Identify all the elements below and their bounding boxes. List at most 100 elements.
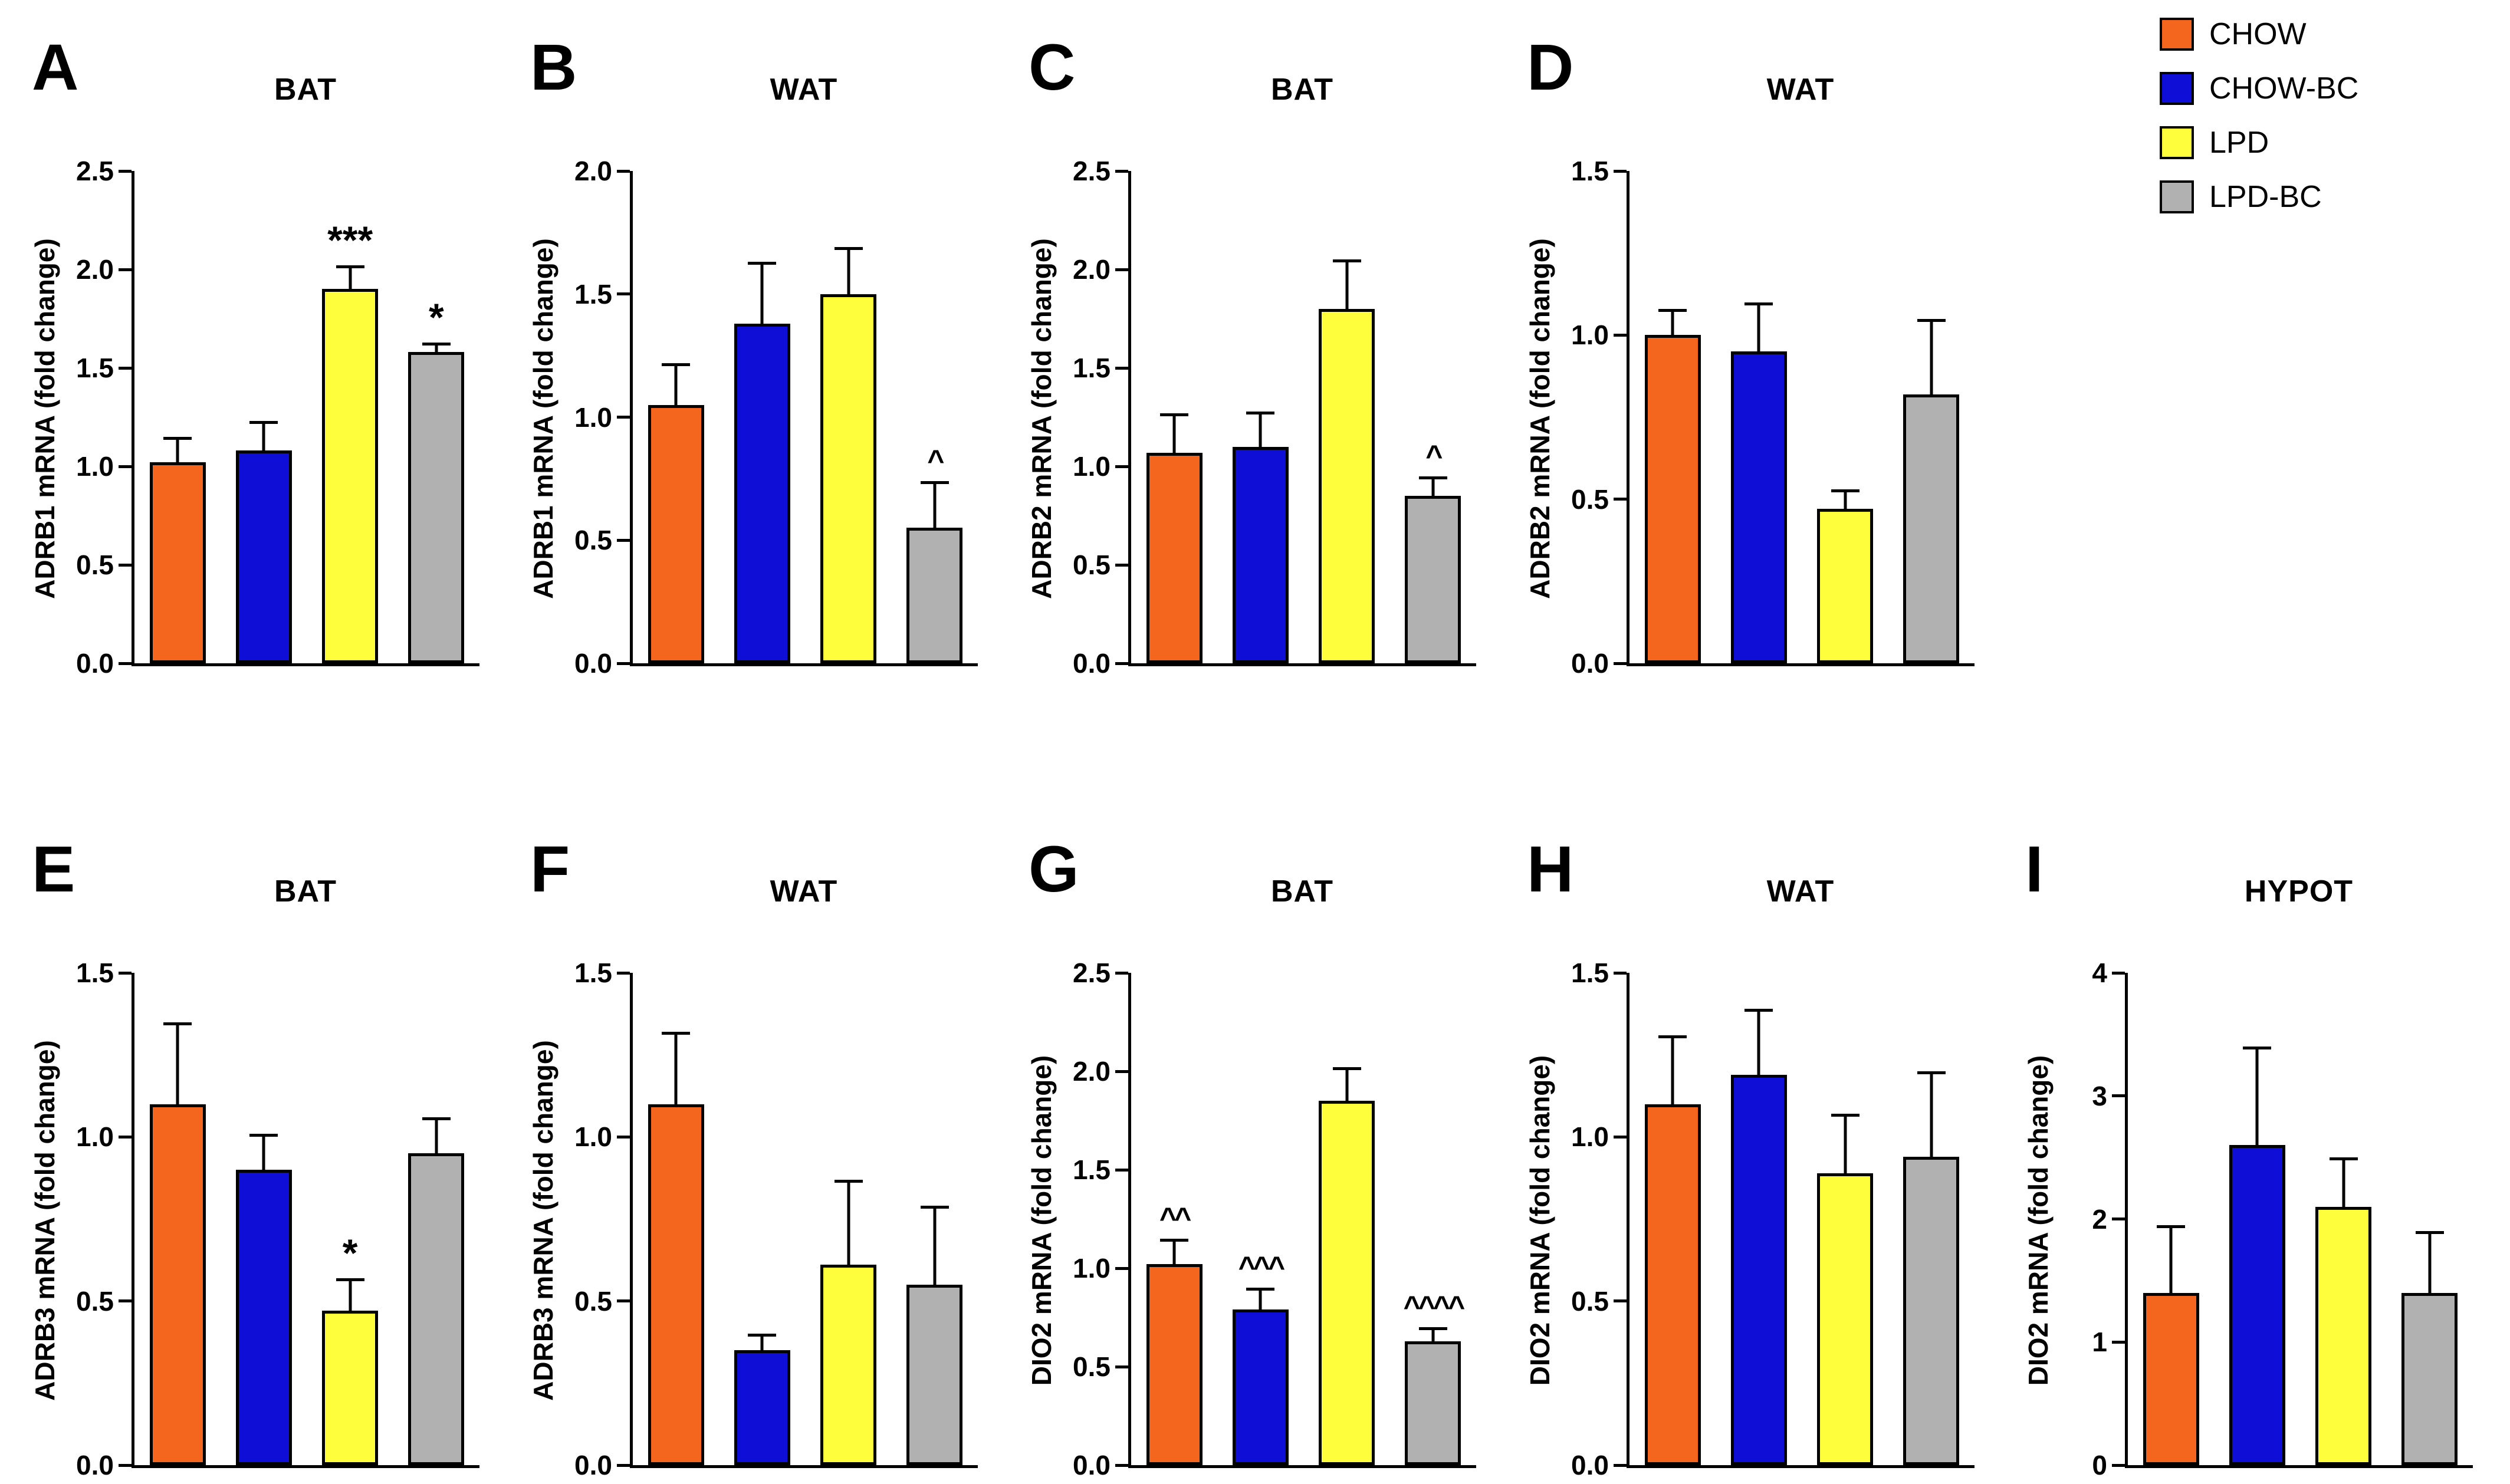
error-bar-LPD (1831, 489, 1859, 509)
y-tick-label: 1.5 (1073, 1154, 1111, 1185)
y-tick-label: 2 (2092, 1203, 2107, 1235)
significance-annotation: ^^ (1159, 1201, 1191, 1235)
y-axis-label: ADRB3 mRNA (fold change) (528, 1040, 558, 1401)
error-bar-stem (1844, 492, 1847, 509)
y-tick-label: 1.0 (574, 1121, 612, 1153)
bar-LPD-BC (1405, 1341, 1461, 1465)
y-tick (1115, 465, 1128, 468)
error-bar-stem (262, 424, 265, 451)
plot-area: 0.0 0.5 1.0 1.5 2.0 ^ (574, 156, 978, 678)
legend-label: LPD-BC (2209, 180, 2322, 214)
bar-CHOW (149, 1104, 206, 1465)
y-tick-label: 0.0 (574, 648, 612, 679)
error-bar-LPD-BC (2415, 1231, 2444, 1293)
error-bar-CHOW (1160, 1238, 1189, 1265)
y-tick-label: 0.5 (1571, 483, 1609, 515)
y-tick-label: 0.0 (574, 1450, 612, 1480)
error-bar-LPD (336, 265, 364, 289)
error-bar-CHOW-BC (2243, 1047, 2272, 1146)
error-bar-LPD (1332, 259, 1361, 309)
legend-item-chow: CHOW (2160, 17, 2358, 52)
y-tick (1115, 662, 1128, 665)
error-bar-stem (1345, 262, 1349, 309)
y-tick (1115, 1463, 1128, 1467)
panel-letter-B: B (530, 31, 577, 104)
panel-title-C: BAT (1270, 73, 1333, 107)
y-tick-label: 1.5 (1571, 957, 1609, 988)
y-tick (1115, 169, 1128, 173)
error-bar-LPD-BC (1917, 318, 1946, 394)
error-bar-stem (349, 268, 352, 289)
panel-E: E BAT ADRB3 mRNA (fold change) 0.0 0.5 1.0 1.5… (17, 833, 515, 1480)
panel-title-F: WAT (770, 874, 838, 909)
panel-title-E: BAT (274, 874, 337, 909)
legend-swatch-icon (2160, 18, 2194, 51)
y-tick (1614, 498, 1627, 501)
error-bar-stem (176, 439, 179, 463)
bar-LPD (820, 1265, 877, 1465)
error-bar-LPD (1831, 1114, 1859, 1173)
y-tick (1614, 333, 1627, 337)
error-bar-LPD (834, 247, 863, 294)
error-bar-stem (674, 1035, 678, 1104)
bar-LPD-BC (906, 1284, 963, 1465)
error-bar-stem (349, 1281, 352, 1311)
panel-title-G: BAT (1270, 874, 1333, 909)
panel-letter-D: D (1527, 31, 1574, 104)
error-bar-stem (760, 265, 764, 324)
chart-row-bottom: E BAT ADRB3 mRNA (fold change) 0.0 0.5 1.0 1.5… (0, 837, 2510, 1480)
panel-letter-E: E (32, 833, 75, 906)
error-bar-stem (1172, 1241, 1176, 1265)
error-bar-LPD-BC (1418, 476, 1447, 496)
panel-letter-H: H (1527, 833, 1574, 906)
y-tick (617, 1135, 630, 1138)
y-tick (617, 292, 630, 296)
error-bar-stem (1930, 1074, 1933, 1157)
error-bar-stem (1757, 1012, 1760, 1075)
error-bar-stem (1431, 479, 1435, 496)
y-tick-label: 2.0 (1073, 254, 1111, 285)
error-bar-LPD (1332, 1067, 1361, 1101)
bar-LPD-BC (408, 1153, 465, 1465)
error-bar-stem (1757, 305, 1760, 352)
y-tick-label: 0.5 (574, 525, 612, 556)
y-tick (1115, 1070, 1128, 1073)
panel-letter-F: F (530, 833, 570, 906)
y-tick (1614, 662, 1627, 665)
error-bar-stem (1844, 1117, 1847, 1173)
error-bar-stem (1259, 414, 1262, 447)
y-tick (119, 563, 132, 567)
error-bar-CHOW (2157, 1225, 2186, 1293)
panel-title-D: WAT (1766, 73, 1835, 107)
legend-label: CHOW (2209, 17, 2307, 51)
bar-CHOW (149, 462, 206, 663)
y-tick-label: 1.0 (1571, 1121, 1609, 1153)
plot-area: 0.0 0.5 1.0 1.5 (1571, 156, 1975, 678)
y-tick-label: 1.5 (1073, 353, 1111, 383)
bar-CHOW (648, 404, 704, 663)
error-bar-LPD-BC (422, 342, 451, 353)
error-bar-LPD (834, 1179, 863, 1265)
y-tick (119, 1463, 132, 1467)
y-tick (2112, 1463, 2125, 1467)
y-tick (119, 268, 132, 271)
y-tick-label: 0.5 (1073, 1351, 1111, 1382)
y-tick-label: 0.0 (1073, 648, 1111, 679)
y-tick-label: 0.5 (76, 1285, 114, 1317)
y-axis-label: ADRB3 mRNA (fold change) (29, 1040, 60, 1401)
bar-LPD (2315, 1206, 2372, 1465)
y-tick-label: 4 (2092, 957, 2107, 988)
error-bar-CHOW-BC (1246, 411, 1275, 447)
legend-label: LPD (2209, 126, 2269, 160)
error-bar-stem (435, 345, 438, 353)
y-tick (617, 538, 630, 542)
plot-area: 0.0 0.5 1.0 1.5 2.0 2.5 *** * (76, 156, 479, 678)
legend-item-chow-bc: CHOW-BC (2160, 71, 2358, 106)
panel-G: G BAT DIO2 mRNA (fold change) 0.0 0.5 1.0 1.5 2… (1013, 837, 1512, 1480)
bar-LPD-BC (1903, 1156, 1960, 1465)
y-tick (1614, 169, 1627, 173)
y-tick-label: 2.5 (76, 156, 114, 186)
y-tick-label: 2.5 (1073, 156, 1111, 186)
y-tick-label: 1 (2092, 1327, 2107, 1358)
